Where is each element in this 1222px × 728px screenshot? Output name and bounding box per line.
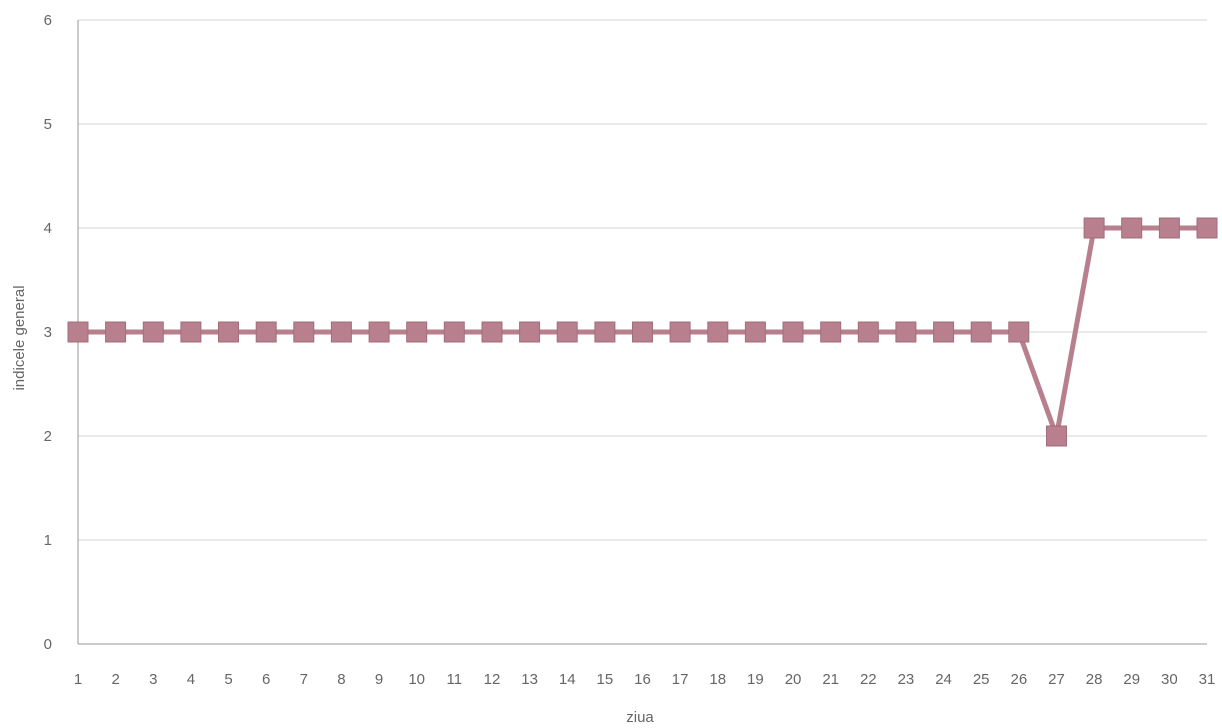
data-point-marker — [782, 321, 804, 343]
x-tick-label: 16 — [634, 671, 651, 688]
data-point-marker — [293, 321, 315, 343]
x-tick-label: 18 — [709, 671, 726, 688]
data-point-marker — [1008, 321, 1030, 343]
x-axis-title: ziua — [626, 709, 654, 726]
x-tick-label: 30 — [1161, 671, 1178, 688]
x-tick-label: 28 — [1086, 671, 1103, 688]
x-tick-label: 25 — [973, 671, 990, 688]
x-tick-label: 11 — [447, 671, 463, 688]
x-tick-label: 7 — [300, 671, 308, 688]
data-point-marker — [443, 321, 465, 343]
x-tick-labels: 1 2 3 4 5 6 7 8 9 10 11 12 13 14 15 16 17 18 19 20 21 22 23 24 2… — [74, 671, 1216, 688]
data-point-marker — [368, 321, 390, 343]
x-tick-label: 17 — [672, 671, 689, 688]
data-point-marker — [330, 321, 352, 343]
y-tick-label: 3 — [44, 324, 52, 341]
data-point-marker — [744, 321, 766, 343]
y-tick-label: 2 — [44, 428, 52, 445]
data-point-marker — [632, 321, 653, 343]
data-point-marker — [669, 321, 691, 343]
data-point-marker — [970, 321, 992, 343]
x-tick-label: 4 — [187, 671, 195, 688]
x-tick-label: 22 — [860, 671, 877, 688]
data-point-marker — [67, 321, 89, 343]
y-axis-title: indicele general — [11, 285, 28, 390]
x-tick-label: 15 — [597, 671, 614, 688]
x-tick-label: 13 — [521, 671, 538, 688]
x-tick-label: 5 — [224, 671, 232, 688]
x-tick-label: 3 — [149, 671, 157, 688]
x-tick-label: 14 — [559, 671, 576, 688]
x-tick-label: 31 — [1199, 671, 1216, 688]
data-point-marker — [218, 321, 239, 343]
x-tick-label: 20 — [785, 671, 802, 688]
data-point-marker — [556, 321, 578, 343]
x-tick-label: 29 — [1123, 671, 1140, 688]
data-point-marker — [820, 321, 842, 343]
x-tick-label: 26 — [1010, 671, 1027, 688]
y-tick-label: 0 — [44, 636, 52, 653]
data-point-marker — [1046, 425, 1067, 447]
x-tick-label: 6 — [262, 671, 270, 688]
data-point-marker — [1158, 217, 1180, 239]
x-tick-label: 2 — [111, 671, 119, 688]
x-tick-label: 8 — [337, 671, 345, 688]
data-point-marker — [1083, 217, 1105, 239]
series — [67, 217, 1218, 447]
data-point-marker — [1196, 217, 1218, 239]
x-tick-label: 23 — [898, 671, 915, 688]
data-point-marker — [142, 321, 164, 343]
data-point-marker — [857, 321, 879, 343]
x-tick-label: 1 — [74, 671, 82, 688]
x-tick-label: 27 — [1048, 671, 1065, 688]
data-point-marker — [180, 321, 202, 343]
y-tick-label: 6 — [44, 12, 52, 29]
data-point-marker — [105, 321, 127, 343]
data-point-marker — [594, 321, 616, 343]
y-tick-labels: 0 1 2 3 4 5 6 — [44, 12, 52, 653]
data-point-marker — [1121, 217, 1143, 239]
x-tick-label: 24 — [935, 671, 952, 688]
data-point-marker — [406, 321, 428, 343]
y-tick-label: 4 — [44, 220, 52, 237]
x-tick-label: 21 — [822, 671, 839, 688]
data-point-marker — [519, 321, 541, 343]
x-tick-label: 10 — [408, 671, 425, 688]
data-point-marker — [707, 321, 729, 343]
x-tick-label: 9 — [375, 671, 383, 688]
data-point-marker — [481, 321, 503, 343]
data-point-marker — [933, 321, 955, 343]
y-tick-label: 1 — [44, 532, 52, 549]
data-point-marker — [255, 321, 277, 343]
y-tick-label: 5 — [44, 116, 52, 133]
x-tick-label: 19 — [747, 671, 764, 688]
gridlines — [78, 19, 1207, 541]
x-tick-label: 12 — [484, 671, 501, 688]
data-point-marker — [895, 321, 917, 343]
